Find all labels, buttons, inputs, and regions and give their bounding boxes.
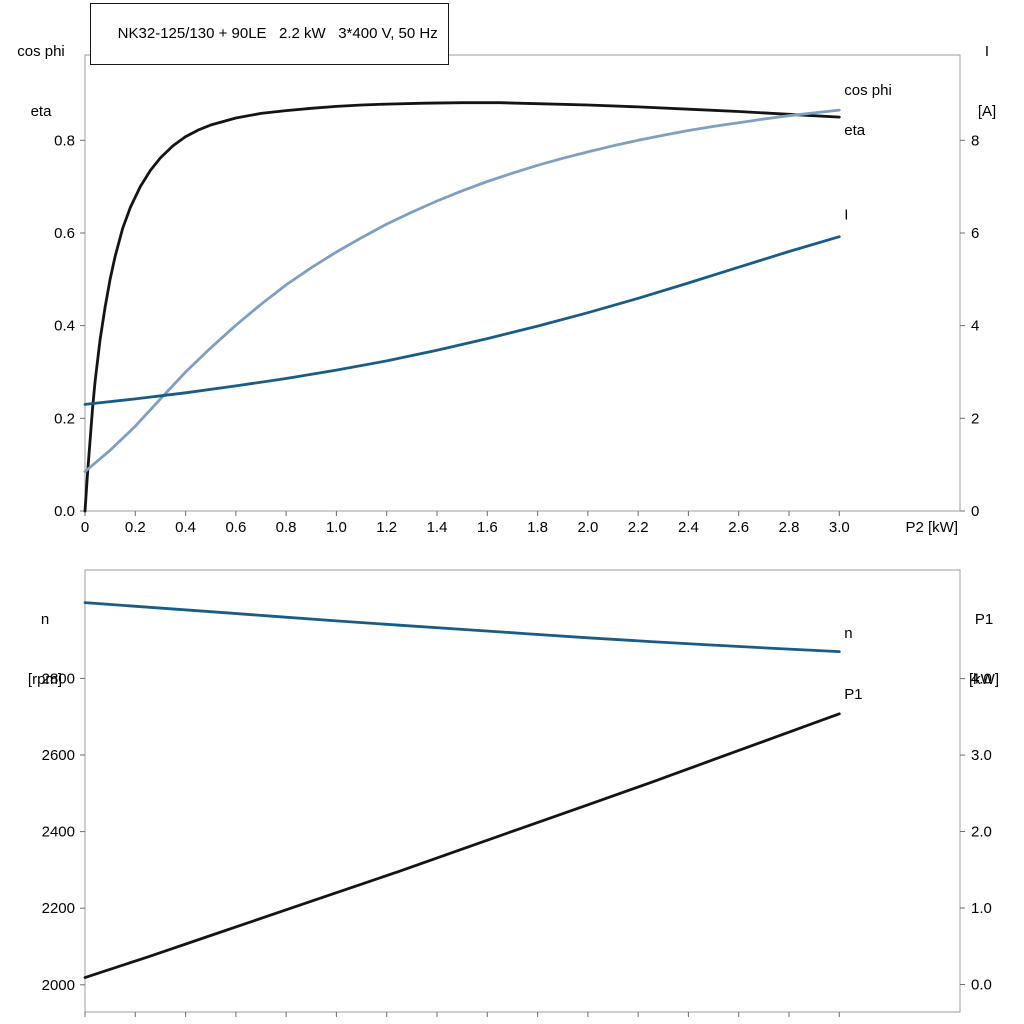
x-tick-label: 2.0: [577, 519, 598, 536]
x-tick-label: 0.2: [125, 519, 146, 536]
y-right-tick-label: 6: [971, 225, 979, 242]
axis-title-speed-unit: [rpm]: [27, 671, 63, 688]
x-tick-label: 0.4: [175, 519, 196, 536]
y-right-tick-label: 1.0: [971, 900, 992, 917]
y-right-tick-label: 4: [971, 318, 979, 335]
chart-title-box: NK32-125/130 + 90LE 2.2 kW 3*400 V, 50 H…: [90, 3, 449, 65]
series-speed: [83, 601, 841, 653]
axis-title-current: I: [984, 43, 990, 60]
plot-border: [84, 54, 961, 512]
x-tick-label: 1.4: [427, 519, 448, 536]
y-left-tick-label: 0.8: [54, 132, 75, 149]
y-right-tick-label: 0.0: [971, 977, 992, 994]
y-right-tick-label: 8: [971, 132, 979, 149]
y-left-tick-label: 0.4: [54, 318, 75, 335]
x-tick-label: 0.8: [276, 519, 297, 536]
axis-title-speed: n: [40, 611, 50, 628]
series-label-p1: P1: [844, 686, 862, 703]
x-tick-label: 1.8: [527, 519, 548, 536]
upper-right-axis-title: I [A]: [958, 2, 1016, 162]
axis-title-p1: P1: [974, 611, 994, 628]
series-p1: [83, 712, 841, 979]
y-right-tick-label: 4.0: [971, 671, 992, 688]
series-label-speed: n: [844, 625, 852, 642]
x-tick-label: 2.4: [678, 519, 699, 536]
x-tick-label: 0: [81, 519, 89, 536]
x-tick-label: 1.2: [376, 519, 397, 536]
axis-title-cos-phi: cos phi: [17, 43, 65, 60]
y-left-tick-label: 2200: [42, 900, 75, 917]
y-right-tick-label: 2: [971, 410, 979, 427]
y-left-tick-label: 0.2: [54, 410, 75, 427]
axis-title-current-unit: [A]: [977, 103, 997, 120]
series-label-eta: eta: [844, 122, 866, 139]
x-tick-label: 3.0: [829, 519, 850, 536]
y-left-tick-label: 0.6: [54, 225, 75, 242]
series-cos-phi: [83, 108, 841, 474]
chart-title: NK32-125/130 + 90LE 2.2 kW 3*400 V, 50 H…: [117, 25, 438, 42]
upper-left-axis-title: cos phi eta: [2, 2, 80, 162]
axis-title-p1-unit: [kW]: [969, 671, 999, 688]
series-label-current: I: [844, 206, 848, 223]
x-tick-label: 0.6: [225, 519, 246, 536]
axis-title-eta: eta: [30, 103, 52, 120]
x-tick-label: 2.2: [628, 519, 649, 536]
lower-right-axis-title: P1 [kW]: [950, 570, 1018, 730]
series-eta: [83, 101, 841, 513]
x-tick-label: 2.6: [728, 519, 749, 536]
series-label-cos-phi: cos phi: [844, 82, 892, 99]
y-left-tick-label: 0.0: [54, 503, 75, 520]
x-tick-label: 2.8: [779, 519, 800, 536]
x-axis-label: P2 [kW]: [905, 519, 958, 536]
y-left-tick-label: 2400: [42, 824, 75, 841]
lower-left-axis-title: n [rpm]: [8, 570, 82, 730]
plot-border: [84, 569, 961, 1013]
x-tick-label: 1.0: [326, 519, 347, 536]
y-left-tick-label: 2000: [42, 977, 75, 994]
y-left-tick-label: 2600: [42, 747, 75, 764]
y-right-tick-label: 0: [971, 503, 979, 520]
y-right-tick-label: 2.0: [971, 824, 992, 841]
x-tick-label: 1.6: [477, 519, 498, 536]
y-right-tick-label: 3.0: [971, 747, 992, 764]
series-current: [83, 235, 841, 406]
y-left-tick-label: 2800: [42, 670, 75, 687]
